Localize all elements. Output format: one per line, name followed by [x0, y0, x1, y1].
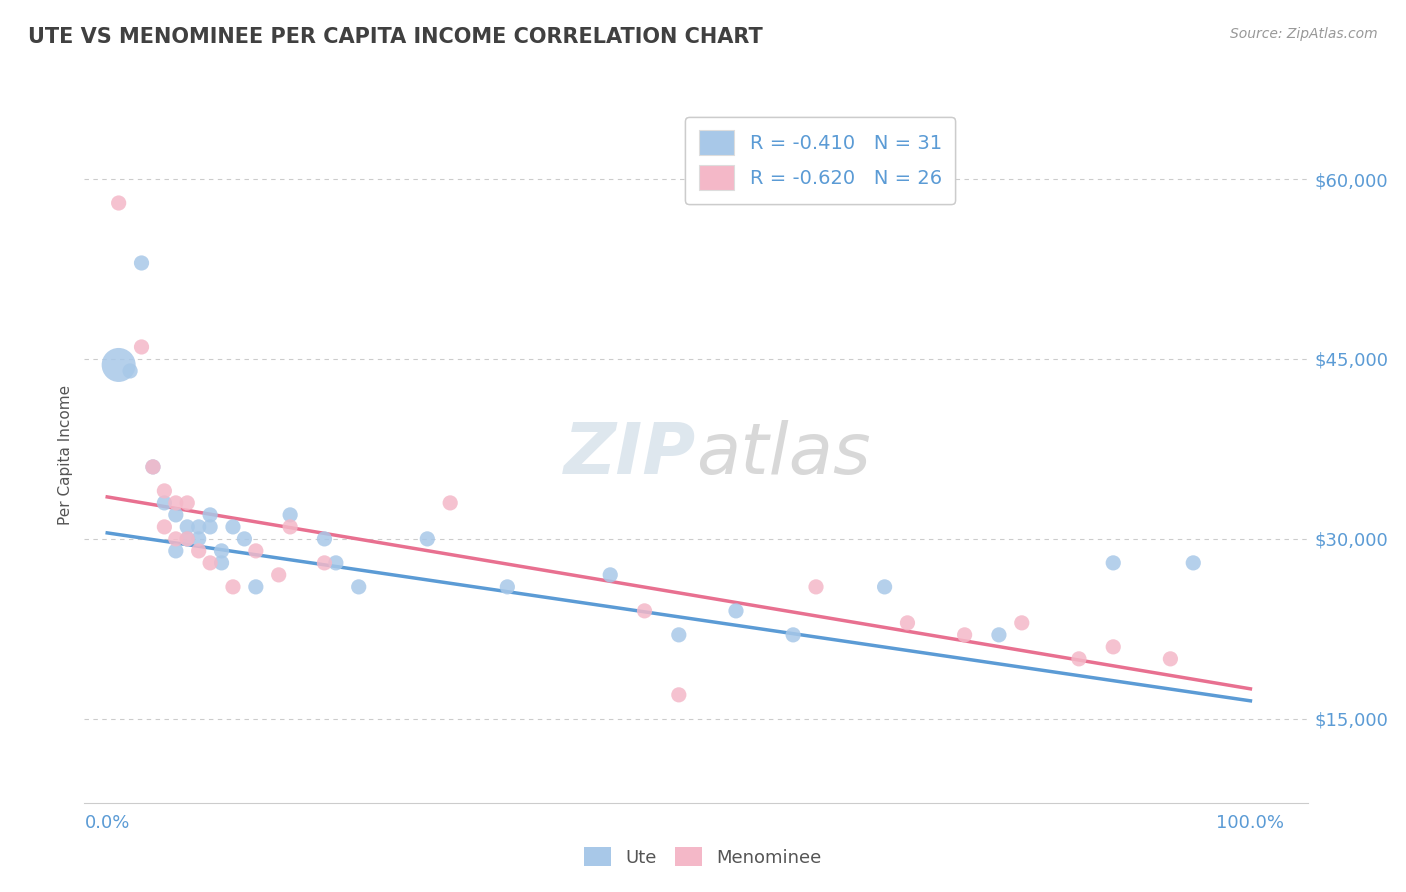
Legend: R = -0.410   N = 31, R = -0.620   N = 26: R = -0.410 N = 31, R = -0.620 N = 26: [686, 117, 955, 203]
Point: [131, 340, 153, 354]
Point: [633, 604, 655, 618]
Point: [211, 556, 233, 570]
Point: [198, 556, 221, 570]
Point: [314, 556, 336, 570]
Point: [1159, 652, 1181, 666]
Point: [176, 532, 198, 546]
Text: ZIP: ZIP: [564, 420, 696, 490]
Point: [347, 580, 370, 594]
Point: [314, 532, 336, 546]
Point: [187, 520, 209, 534]
Point: [222, 520, 245, 534]
Text: UTE VS MENOMINEE PER CAPITA INCOME CORRELATION CHART: UTE VS MENOMINEE PER CAPITA INCOME CORRE…: [28, 27, 763, 46]
Point: [176, 520, 198, 534]
Point: [153, 496, 176, 510]
Point: [187, 532, 209, 546]
Point: [782, 628, 804, 642]
Point: [325, 556, 347, 570]
Point: [1102, 640, 1125, 654]
Point: [142, 459, 165, 474]
Point: [120, 364, 142, 378]
Point: [165, 508, 187, 522]
Point: [267, 567, 290, 582]
Point: [165, 544, 187, 558]
Point: [1182, 556, 1205, 570]
Point: [176, 496, 198, 510]
Point: [439, 496, 461, 510]
Point: [416, 532, 439, 546]
Point: [233, 532, 256, 546]
Point: [668, 628, 690, 642]
Point: [176, 532, 198, 546]
Point: [724, 604, 747, 618]
Point: [165, 496, 187, 510]
Point: [222, 580, 245, 594]
Point: [987, 628, 1010, 642]
Point: [245, 544, 267, 558]
Point: [278, 520, 301, 534]
Point: [953, 628, 976, 642]
Point: [142, 459, 165, 474]
Point: [278, 508, 301, 522]
Y-axis label: Per Capita Income: Per Capita Income: [58, 384, 73, 525]
Point: [1011, 615, 1033, 630]
Point: [153, 520, 176, 534]
Point: [198, 508, 221, 522]
Point: [198, 520, 221, 534]
Point: [245, 580, 267, 594]
Point: [496, 580, 519, 594]
Point: [668, 688, 690, 702]
Text: Source: ZipAtlas.com: Source: ZipAtlas.com: [1230, 27, 1378, 41]
Point: [1102, 556, 1125, 570]
Text: atlas: atlas: [696, 420, 870, 490]
Point: [153, 483, 176, 498]
Point: [804, 580, 827, 594]
Point: [599, 567, 621, 582]
Point: [896, 615, 918, 630]
Point: [107, 358, 129, 372]
Legend: Ute, Menominee: Ute, Menominee: [576, 840, 830, 874]
Point: [211, 544, 233, 558]
Point: [165, 532, 187, 546]
Point: [131, 256, 153, 270]
Point: [107, 196, 129, 211]
Point: [873, 580, 896, 594]
Point: [1067, 652, 1090, 666]
Point: [187, 544, 209, 558]
